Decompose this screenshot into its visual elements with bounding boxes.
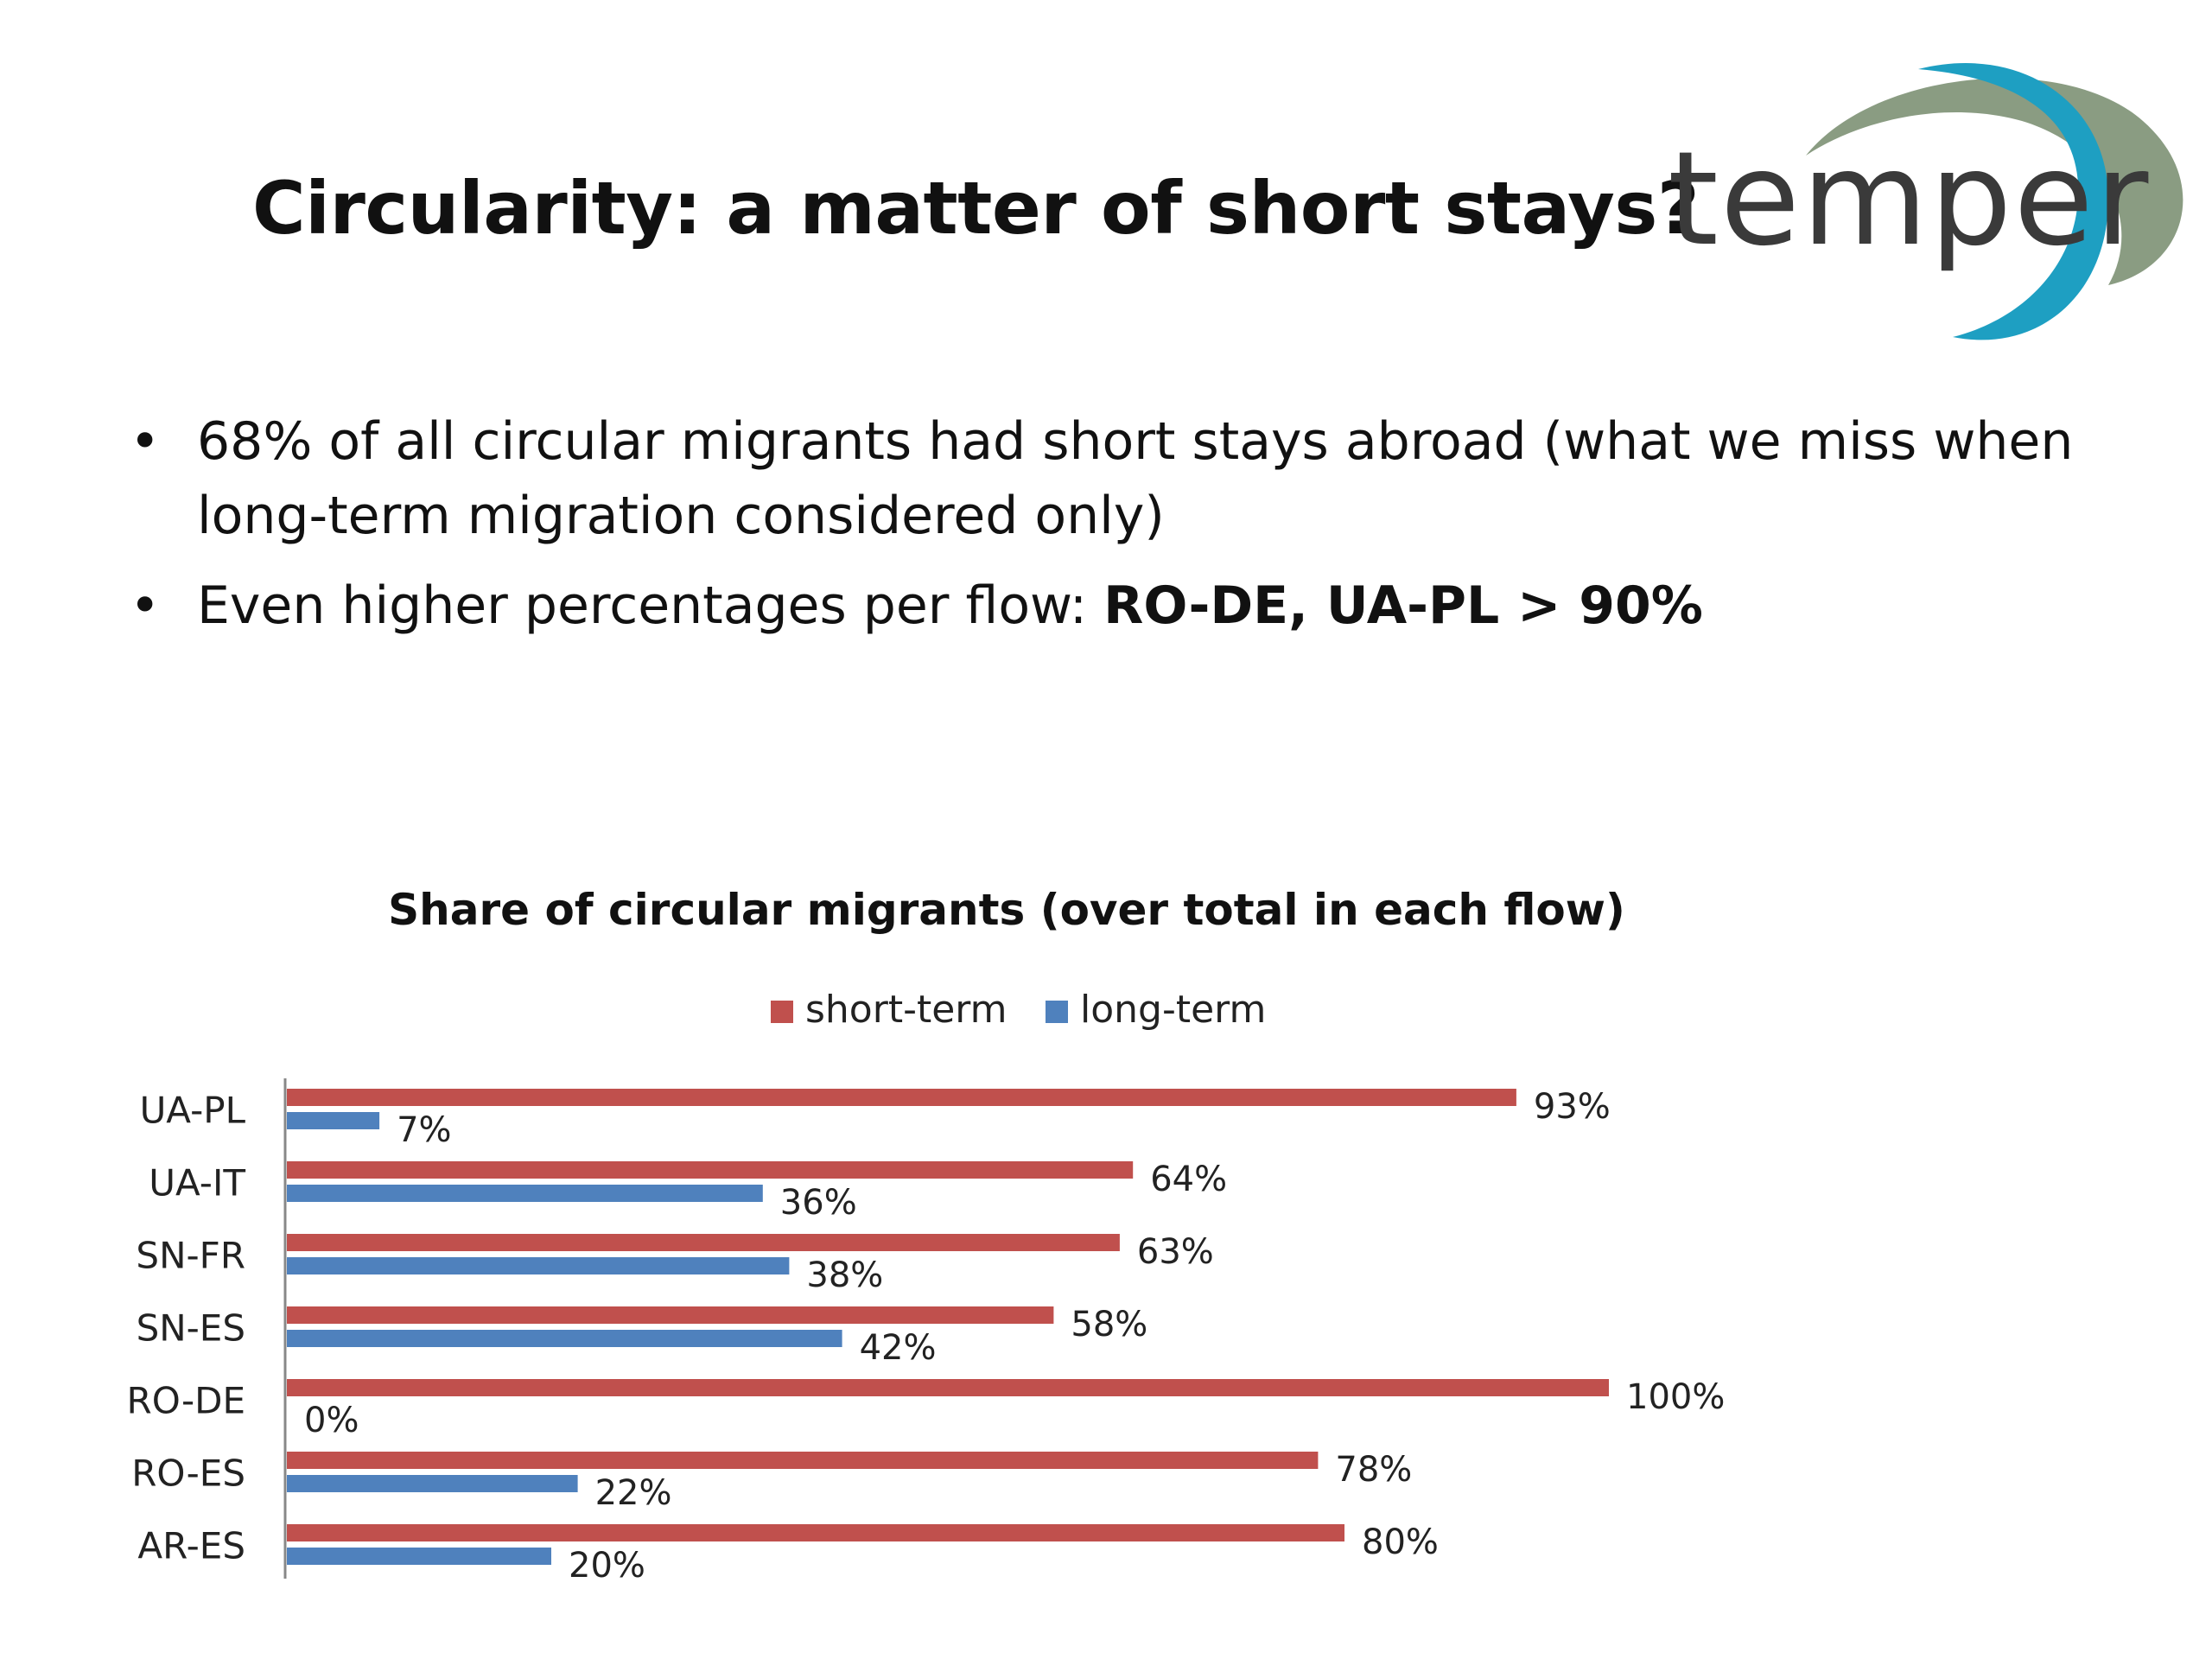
bar-chart: Share of circular migrants (over total i… — [127, 885, 1726, 1586]
temper-logo: temper — [1668, 63, 2183, 340]
bar-long-term — [287, 1257, 790, 1274]
slide-title: Circularity: a matter of short stays? — [252, 166, 1700, 251]
bar-long-term — [287, 1475, 578, 1492]
data-label-long-term: 0% — [304, 1401, 359, 1440]
bar-short-term — [287, 1452, 1319, 1469]
bullet-text: Even higher percentages per flow: — [197, 575, 1104, 636]
data-label-long-term: 38% — [806, 1255, 883, 1295]
legend-label-short-term: short-term — [805, 988, 1007, 1032]
category-label: AR-ES — [137, 1525, 245, 1567]
bar-short-term — [287, 1089, 1516, 1106]
data-label-short-term: 63% — [1137, 1232, 1214, 1272]
bullet-emphasis: RO-DE, UA-PL > 90% — [1103, 575, 1703, 636]
bar-short-term — [287, 1379, 1609, 1396]
data-label-short-term: 78% — [1335, 1450, 1412, 1490]
data-label-short-term: 100% — [1626, 1377, 1725, 1417]
chart-legend: short-term long-term — [771, 988, 1266, 1032]
data-label-long-term: 36% — [780, 1183, 857, 1223]
bar-short-term — [287, 1524, 1344, 1541]
bar-short-term — [287, 1161, 1134, 1179]
data-label-short-term: 93% — [1534, 1087, 1611, 1127]
data-label-long-term: 42% — [860, 1328, 937, 1368]
legend-swatch-short-term — [771, 1001, 793, 1023]
bullet-list: 68% of all circular migrants had short s… — [130, 404, 2117, 658]
data-label-short-term: 58% — [1071, 1305, 1147, 1344]
logo-arc-blue — [1918, 63, 2108, 340]
bullet-item-2: Even higher percentages per flow: RO-DE,… — [130, 569, 2117, 643]
chart-plot-area: UA-PL 93% 7% UA-IT 64% 36% SN-FR 63% 38% SN-ES 58%… — [127, 1078, 1725, 1586]
category-label: SN-FR — [136, 1235, 245, 1277]
data-label-short-term: 80% — [1362, 1522, 1439, 1562]
bar-long-term — [287, 1112, 380, 1129]
legend-label-long-term: long-term — [1080, 988, 1266, 1032]
bullet-item-1: 68% of all circular migrants had short s… — [130, 404, 2117, 553]
category-label: UA-PL — [140, 1090, 246, 1132]
bar-long-term — [287, 1548, 551, 1565]
category-label: RO-ES — [131, 1452, 245, 1495]
data-label-long-term: 7% — [397, 1110, 451, 1150]
bar-short-term — [287, 1234, 1120, 1251]
chart-title: Share of circular migrants (over total i… — [388, 885, 1625, 935]
logo-wordmark: temper — [1668, 124, 2150, 275]
data-label-long-term: 20% — [569, 1546, 645, 1586]
data-label-short-term: 64% — [1150, 1160, 1227, 1199]
bar-long-term — [287, 1330, 842, 1347]
legend-swatch-long-term — [1046, 1001, 1068, 1023]
category-label: RO-DE — [127, 1380, 245, 1422]
bullet-text: 68% of all circular migrants had short s… — [197, 411, 2074, 546]
category-label: UA-IT — [149, 1162, 245, 1205]
bar-short-term — [287, 1306, 1054, 1324]
bar-long-term — [287, 1185, 763, 1202]
data-label-long-term: 22% — [595, 1473, 672, 1513]
category-label: SN-ES — [137, 1307, 245, 1350]
